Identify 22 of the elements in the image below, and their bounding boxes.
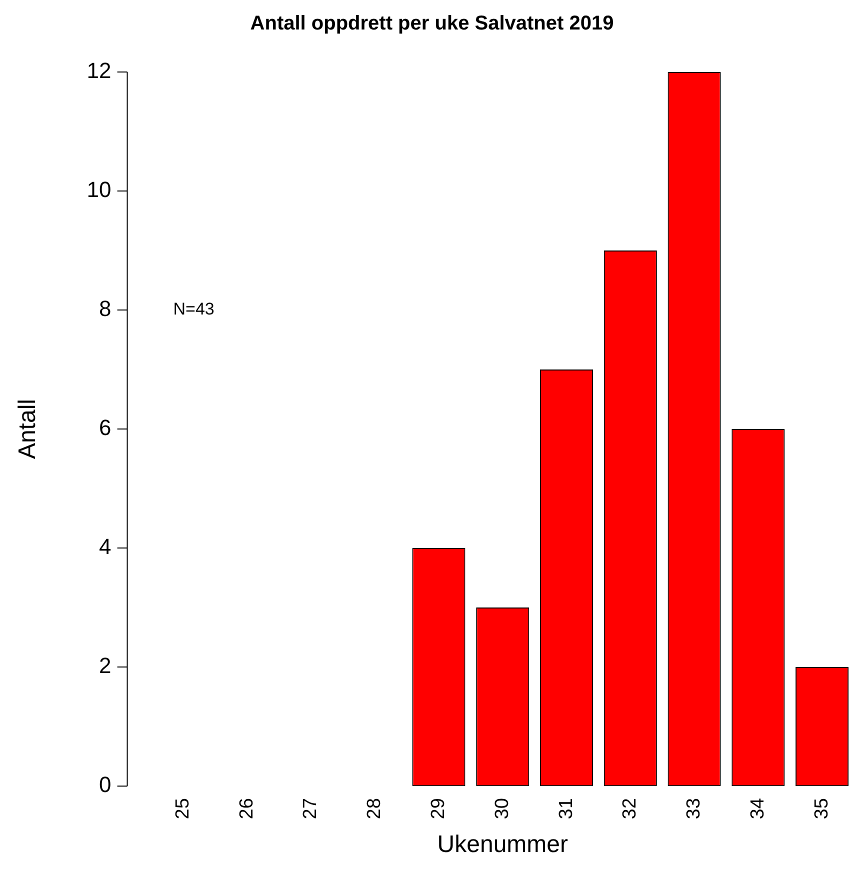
chart-title: Antall oppdrett per uke Salvatnet 2019 (250, 12, 614, 35)
y-tick-label: 8 (99, 296, 112, 322)
y-tick-label: 10 (86, 177, 112, 202)
x-tick-label: 26 (236, 798, 258, 820)
y-tick-label: 0 (99, 772, 112, 798)
x-tick-label: 32 (620, 798, 641, 820)
x-tick-label: 30 (492, 798, 513, 820)
x-tick-label: 35 (811, 798, 832, 820)
x-tick-label: 29 (428, 798, 449, 820)
y-tick-label: 2 (99, 653, 112, 678)
x-axis-title: Ukenummer (437, 831, 568, 858)
x-tick-label: 25 (172, 798, 194, 820)
x-tick-label: 33 (684, 798, 705, 820)
x-tick-label: 31 (556, 798, 577, 820)
y-tick-label: 6 (99, 415, 112, 440)
x-tick-label: 34 (747, 798, 768, 820)
x-tick-label: 28 (364, 798, 386, 820)
annotation: N=43 (173, 300, 214, 319)
y-tick-label: 12 (86, 58, 112, 84)
y-axis-title: Antall (14, 399, 42, 460)
y-tick-label: 4 (99, 534, 112, 560)
x-tick-label: 27 (300, 798, 322, 820)
